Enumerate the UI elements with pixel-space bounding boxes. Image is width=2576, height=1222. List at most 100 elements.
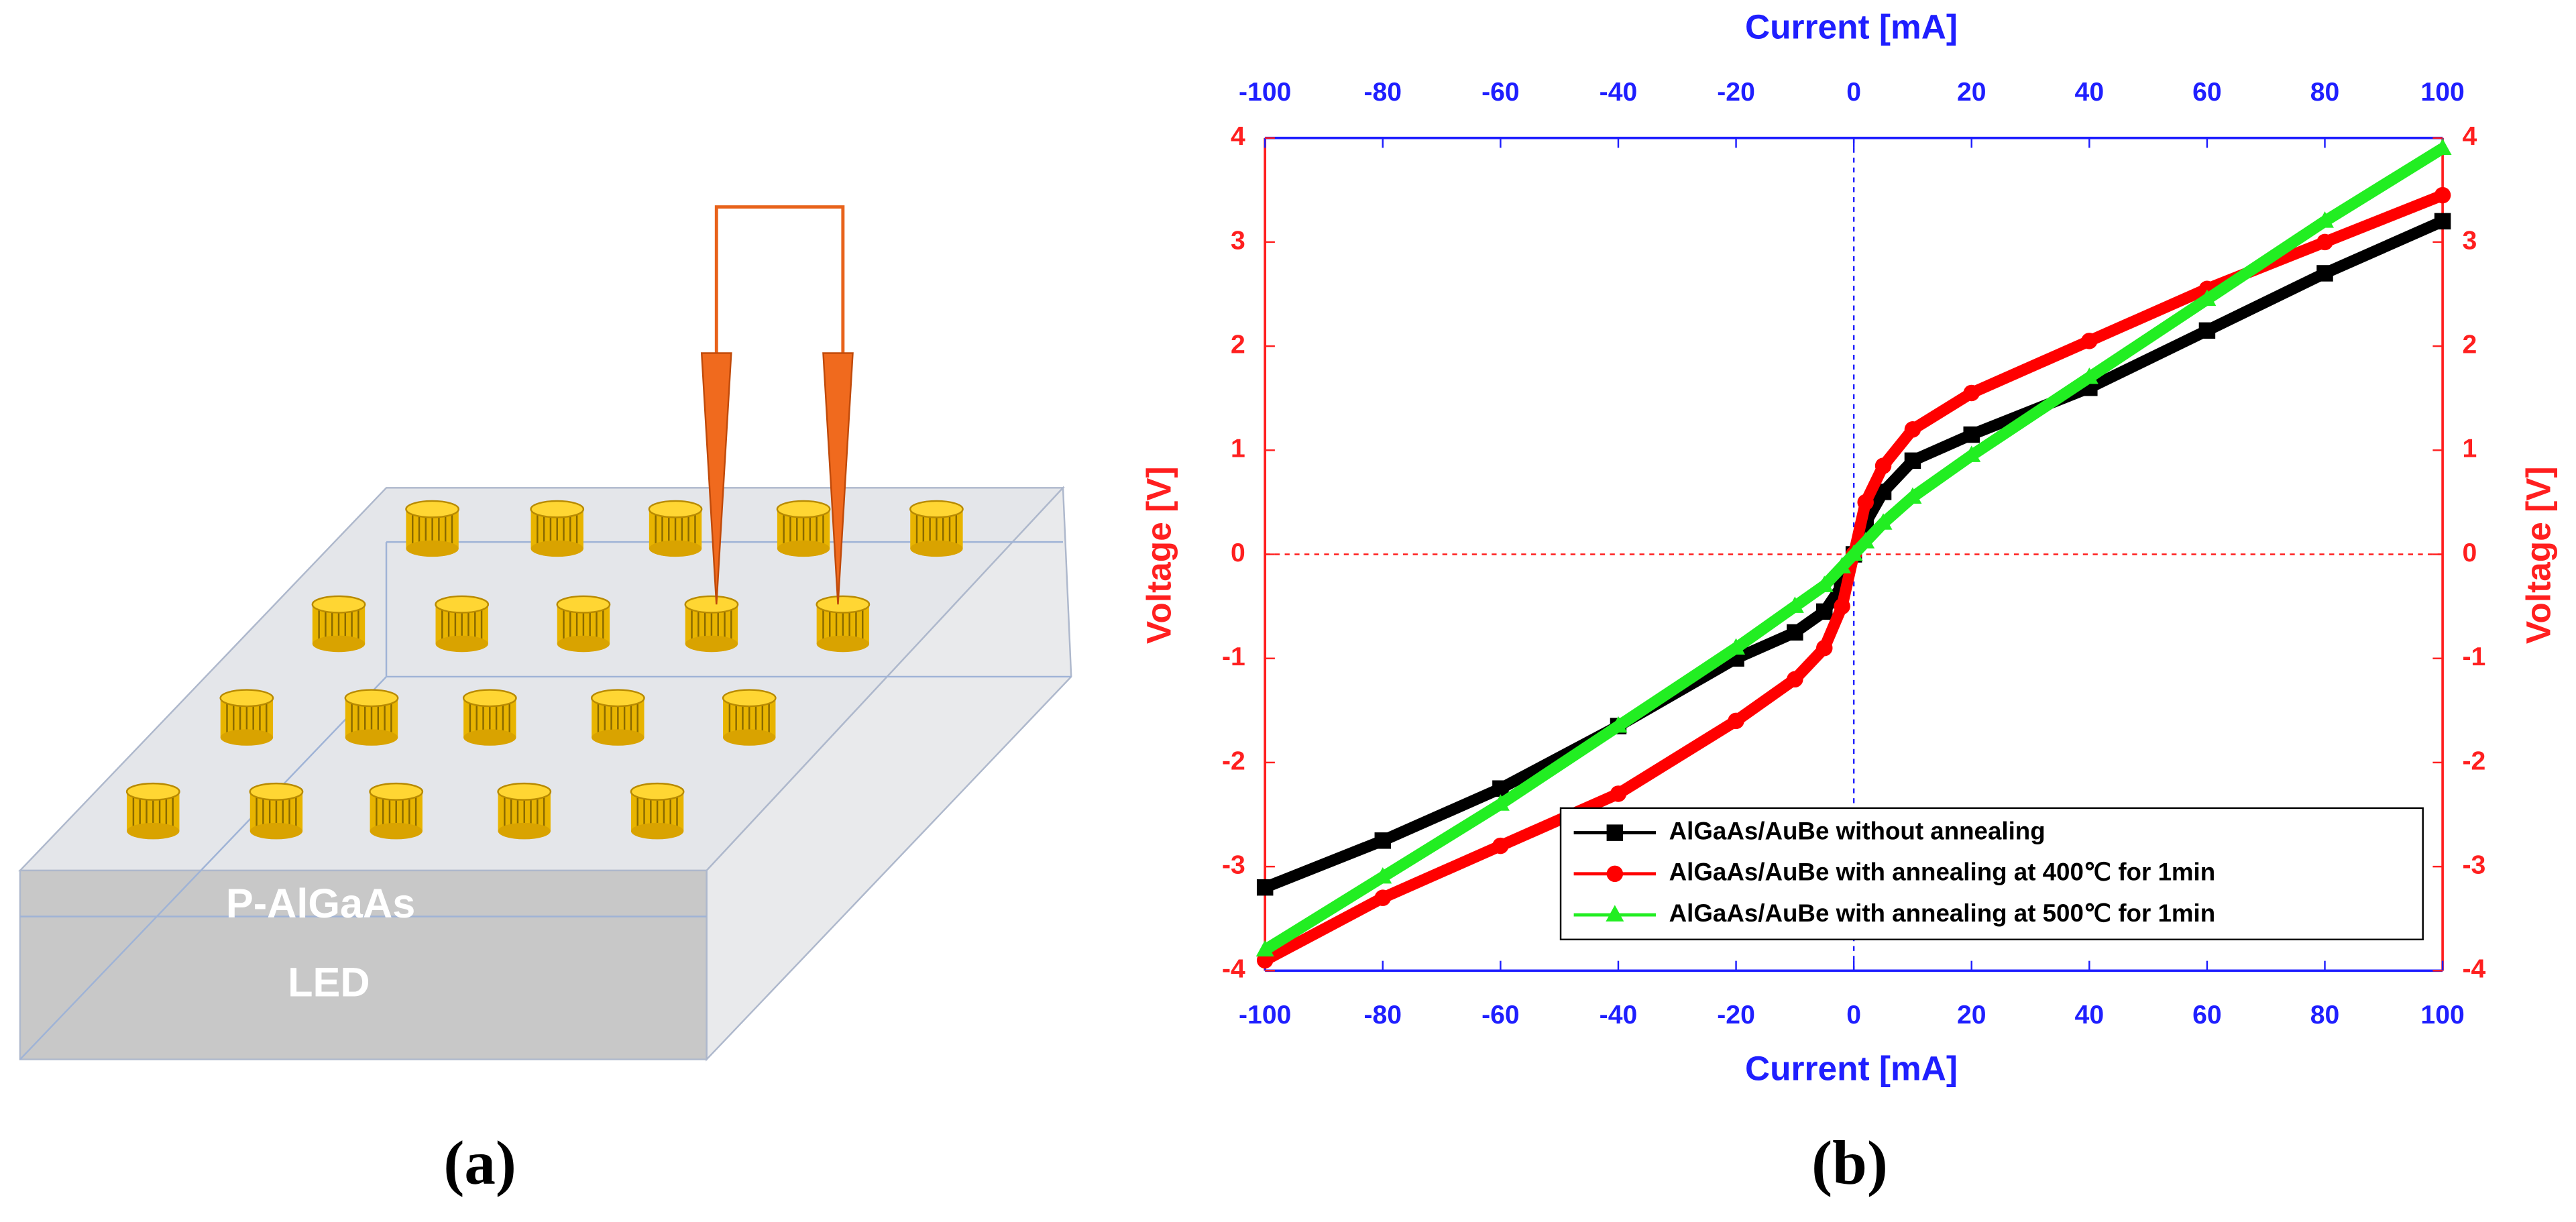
x-axis-title: Current [mA] bbox=[1745, 7, 1958, 46]
pad-bottom bbox=[592, 729, 645, 746]
marker bbox=[1856, 532, 1875, 549]
marker bbox=[1834, 598, 1850, 615]
marker bbox=[1606, 865, 1624, 883]
x-tick-label: -20 bbox=[1717, 78, 1755, 107]
probe bbox=[822, 352, 854, 605]
marker bbox=[2081, 333, 2098, 349]
pad-bottom bbox=[435, 635, 488, 653]
marker bbox=[2316, 265, 2333, 282]
x-tick-label: -100 bbox=[1239, 1001, 1291, 1030]
pad-top bbox=[909, 500, 964, 518]
marker bbox=[2316, 233, 2333, 251]
marker bbox=[1787, 671, 1803, 687]
x-tick-label: 40 bbox=[2075, 78, 2105, 107]
marker bbox=[1833, 557, 1852, 573]
front-face bbox=[19, 869, 708, 1060]
pad-top bbox=[530, 500, 585, 518]
pad-top bbox=[369, 782, 424, 801]
marker bbox=[1785, 596, 1804, 613]
pad-bottom bbox=[685, 635, 738, 653]
marker bbox=[1492, 837, 1509, 854]
legend-label: AlGaAs/AuBe with annealing at 500℃ for 1… bbox=[1669, 899, 2216, 927]
marker bbox=[1903, 487, 1922, 504]
y-tick-label: 1 bbox=[2462, 435, 2477, 463]
marker bbox=[1606, 905, 1624, 922]
marker bbox=[1857, 494, 1874, 511]
x-tick-label: 40 bbox=[2075, 1001, 2105, 1030]
x-tick-label: 80 bbox=[2310, 1001, 2340, 1030]
pad-top bbox=[249, 782, 304, 801]
x-tick-label: 60 bbox=[2192, 78, 2222, 107]
chart: Current [mA] Current [mA] Voltage [V] Vo… bbox=[1139, 7, 2558, 1088]
pad-top bbox=[497, 782, 552, 801]
marker bbox=[1609, 716, 1628, 733]
pad-top bbox=[556, 595, 611, 614]
pad-bottom bbox=[530, 540, 583, 557]
pad-top bbox=[590, 689, 645, 708]
marker bbox=[1874, 513, 1893, 530]
marker bbox=[2433, 138, 2452, 156]
pad-top bbox=[722, 689, 777, 708]
x-tick-label: 20 bbox=[1957, 1001, 1986, 1030]
pad-bottom bbox=[463, 729, 516, 746]
edge bbox=[19, 676, 387, 1060]
pad-bottom bbox=[249, 822, 303, 840]
pad-bottom bbox=[649, 540, 702, 557]
pad-bottom bbox=[910, 540, 963, 557]
x-tick-label: -40 bbox=[1600, 78, 1638, 107]
pad-top bbox=[125, 782, 180, 801]
legend-label: AlGaAs/AuBe without annealing bbox=[1669, 817, 2046, 844]
marker bbox=[2434, 213, 2451, 230]
caption: (a) bbox=[443, 1129, 516, 1198]
y-tick-label: 1 bbox=[1231, 435, 1245, 463]
marker bbox=[1374, 832, 1392, 849]
y-tick-label: 2 bbox=[2462, 330, 2477, 359]
x-tick-label: 60 bbox=[2192, 1001, 2222, 1030]
pad-bottom bbox=[406, 540, 459, 557]
y-tick-label: -3 bbox=[1222, 850, 1245, 879]
pad-bottom bbox=[312, 635, 366, 653]
layer-label: LED bbox=[288, 960, 370, 1005]
y-tick-label: 4 bbox=[2462, 122, 2477, 151]
x-axis-title: Current [mA] bbox=[1745, 1048, 1958, 1087]
pad-bottom bbox=[630, 822, 684, 840]
pad-bottom bbox=[723, 729, 776, 746]
marker bbox=[1816, 639, 1833, 657]
x-tick-label: 20 bbox=[1957, 78, 1986, 107]
pad-bottom bbox=[220, 729, 274, 746]
pad-top bbox=[462, 689, 517, 708]
y-tick-label: 3 bbox=[1231, 226, 1245, 255]
y-axis-title: Voltage [V] bbox=[2519, 466, 2558, 644]
marker bbox=[1610, 785, 1627, 802]
marker bbox=[2434, 186, 2451, 204]
legend-box bbox=[1559, 807, 2424, 941]
pad-top bbox=[344, 689, 399, 708]
pad-top bbox=[405, 500, 460, 518]
pad-top bbox=[435, 595, 490, 614]
layer-label: P-AlGaAs bbox=[226, 881, 415, 926]
y-tick-label: 3 bbox=[2462, 226, 2477, 255]
pad-bottom bbox=[345, 729, 398, 746]
marker bbox=[1874, 457, 1892, 474]
marker bbox=[1787, 624, 1803, 641]
pad-bottom bbox=[557, 635, 610, 653]
y-tick-label: -4 bbox=[1222, 955, 1245, 984]
y-tick-label: 2 bbox=[1231, 330, 1245, 359]
marker bbox=[1962, 445, 1981, 462]
x-tick-label: 100 bbox=[2420, 1001, 2464, 1030]
x-tick-label: -80 bbox=[1363, 78, 1402, 107]
y-tick-label: 0 bbox=[1231, 539, 1245, 567]
x-tick-label: -60 bbox=[1481, 78, 1520, 107]
x-tick-label: 0 bbox=[1846, 1001, 1861, 1030]
pad-top bbox=[816, 595, 871, 614]
pad-top bbox=[684, 595, 739, 614]
pad-top bbox=[630, 782, 685, 801]
pad-bottom bbox=[370, 822, 423, 840]
y-axis-title: Voltage [V] bbox=[1139, 466, 1178, 644]
marker bbox=[2316, 211, 2334, 228]
y-tick-label: -1 bbox=[1222, 643, 1245, 671]
marker bbox=[2198, 322, 2216, 339]
marker bbox=[1816, 603, 1833, 620]
device-diagram: P-AlGaAs LED bbox=[18, 205, 1072, 1062]
